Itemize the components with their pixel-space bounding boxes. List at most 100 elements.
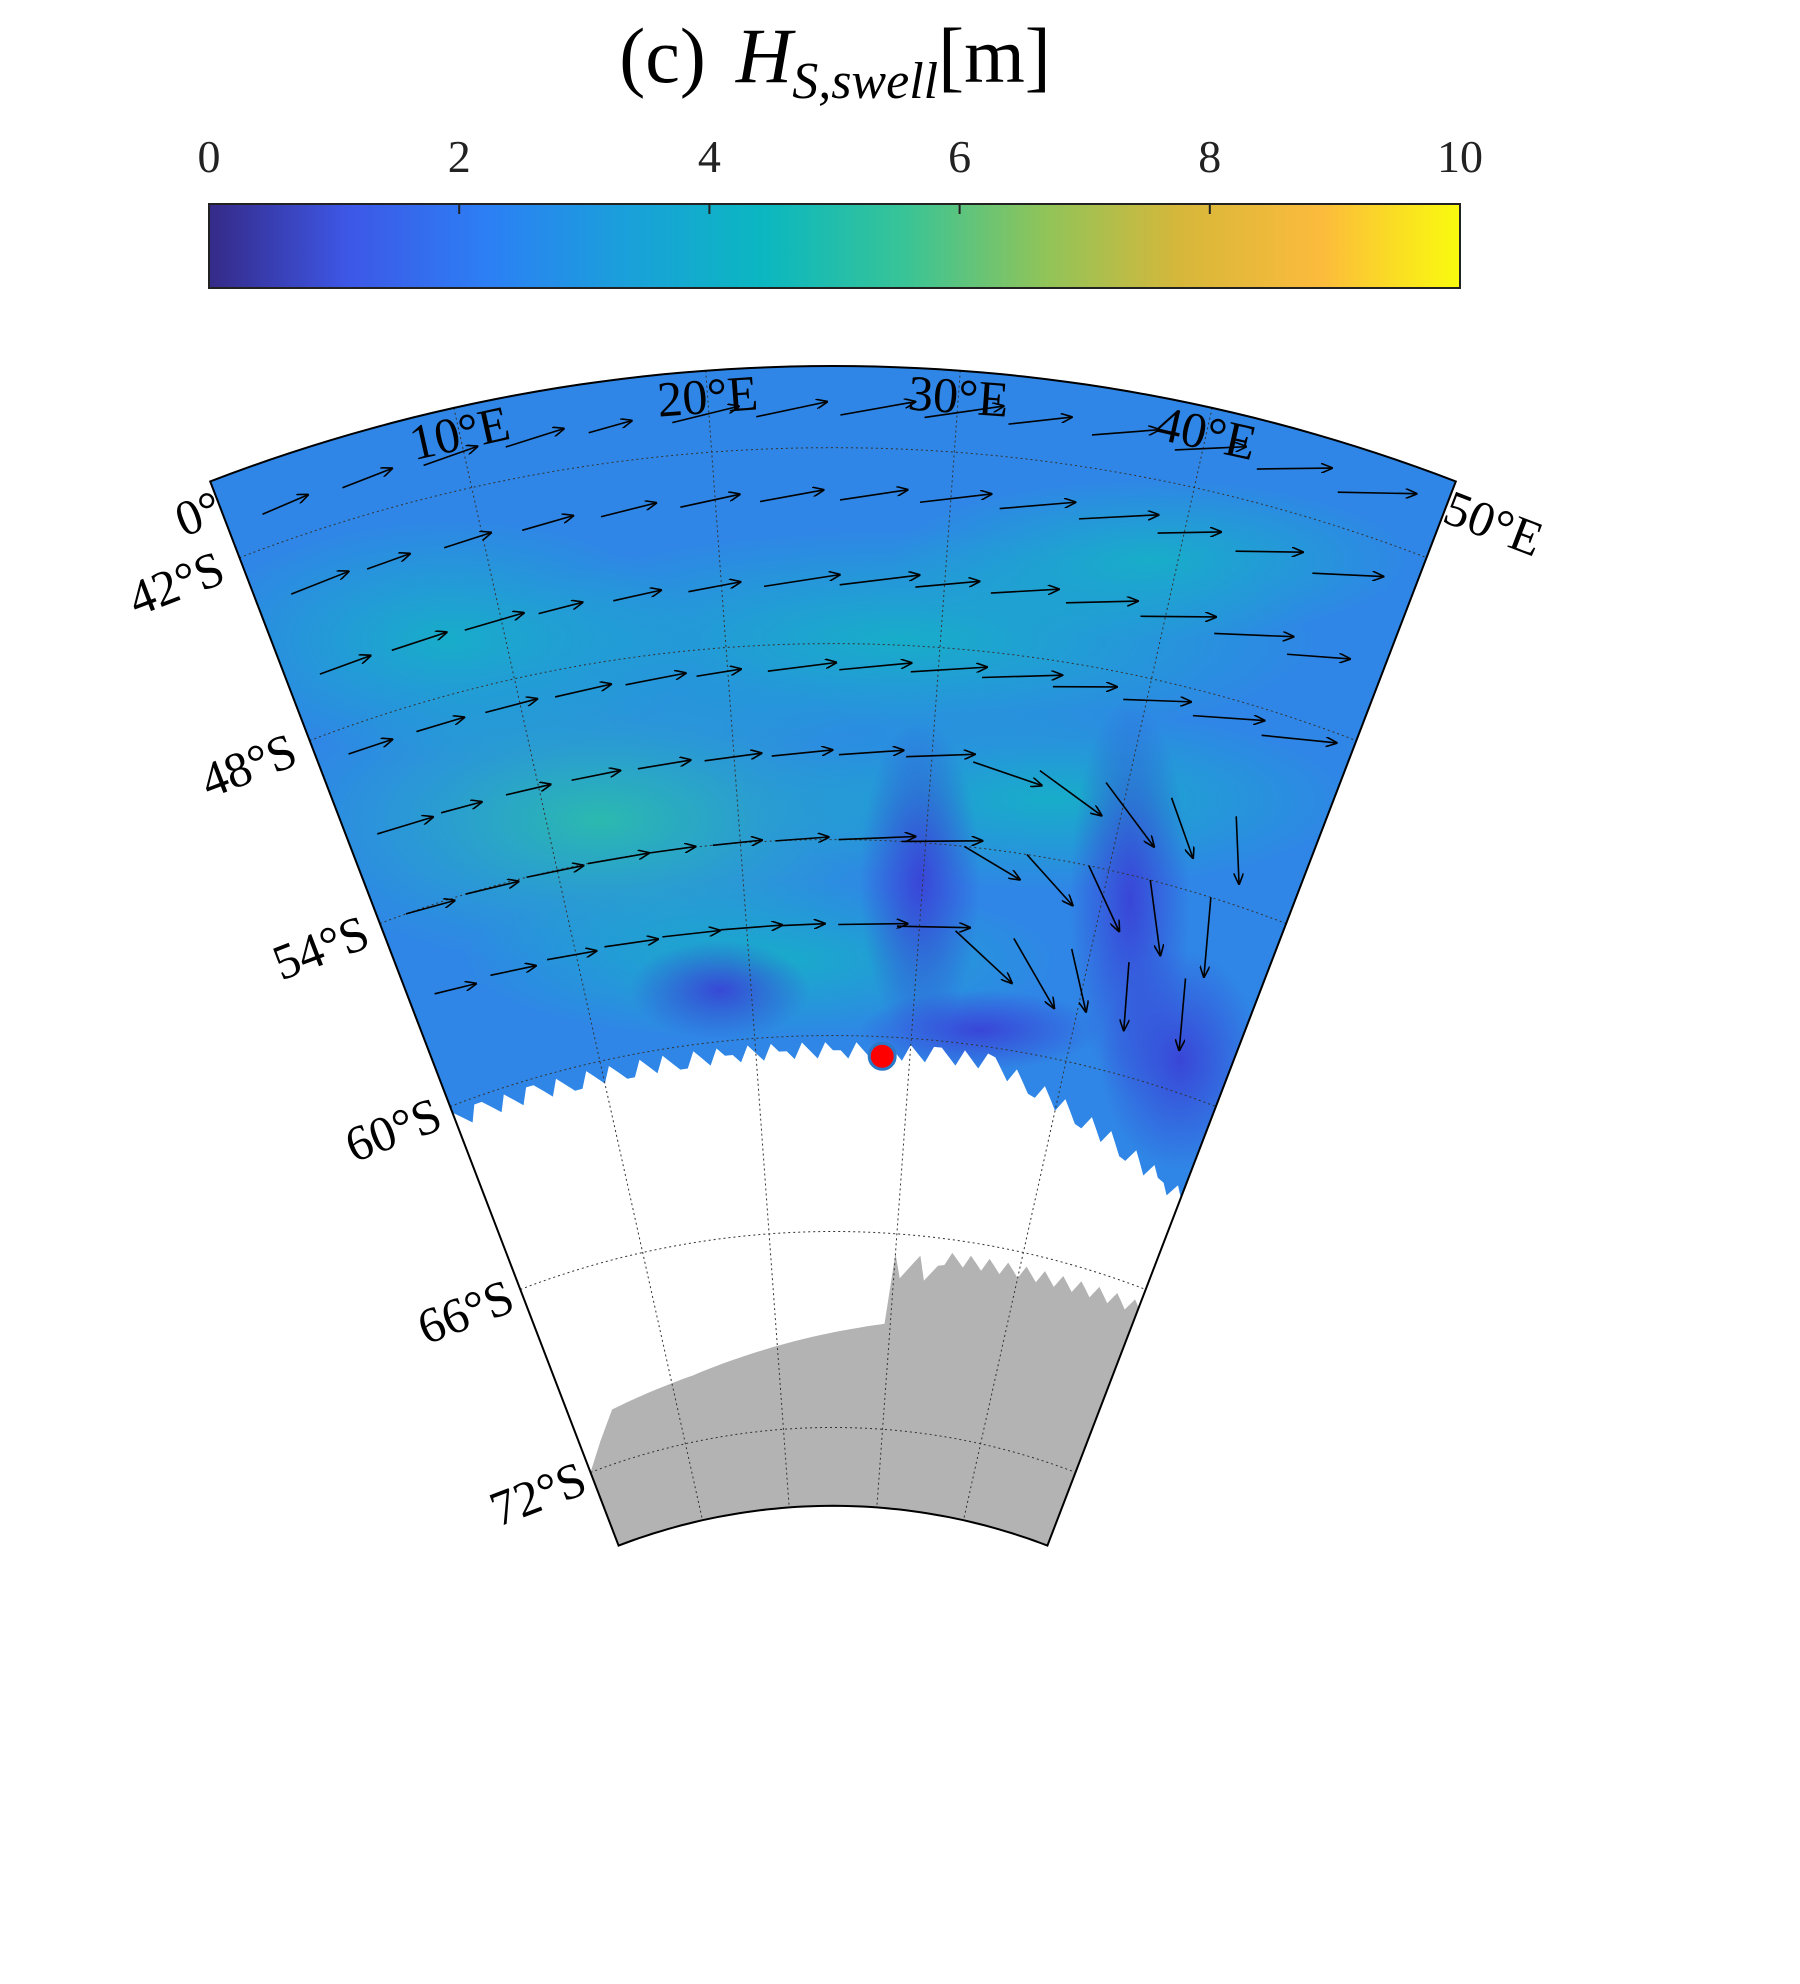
- latitude-label: 66°S: [410, 1268, 521, 1355]
- swell-arrow: [1256, 468, 1332, 469]
- swell-arrow: [1140, 616, 1216, 617]
- swell-arrow: [839, 575, 920, 586]
- latitude-label: 48°S: [193, 722, 304, 809]
- swell-arrow: [348, 739, 393, 755]
- swell-arrow: [613, 590, 661, 602]
- title-prefix: (c): [619, 12, 706, 99]
- parallel: [520, 1230, 1146, 1290]
- field-patch: [750, 710, 1350, 890]
- swell-arrow: [963, 845, 1020, 879]
- swell-arrow: [1039, 769, 1102, 816]
- swell-arrow: [625, 673, 686, 686]
- swell-arrow: [919, 494, 992, 504]
- swell-arrow: [526, 866, 584, 879]
- longitude-label: 50°E: [1437, 479, 1551, 567]
- swell-arrow: [405, 900, 455, 915]
- swell-arrow: [915, 581, 979, 588]
- swell-arrow: [485, 699, 537, 714]
- swell-arrow: [1286, 654, 1350, 659]
- swell-arrow: [505, 784, 551, 796]
- swell-arrow: [1261, 734, 1337, 743]
- swell-arrow: [955, 930, 1012, 983]
- swell-arrow: [600, 503, 656, 518]
- swell-arrow: [688, 582, 740, 593]
- swell-arrow: [588, 421, 632, 434]
- colorbar-tick-label: 8: [1198, 131, 1221, 182]
- swell-arrow: [680, 494, 739, 508]
- swell-arrow: [838, 750, 904, 754]
- swell-arrow: [1065, 601, 1138, 603]
- swell-arrow: [490, 966, 535, 977]
- swell-arrow: [465, 881, 519, 895]
- colorbar: [208, 203, 1461, 289]
- latitude-label: 42°S: [120, 540, 231, 627]
- swell-arrow: [377, 817, 433, 835]
- swell-arrow: [840, 402, 915, 416]
- swell-arrow: [391, 632, 447, 652]
- field-patch: [1100, 950, 1260, 1170]
- swell-arrow: [839, 663, 911, 671]
- swell-arrow: [1179, 978, 1187, 1050]
- swell-arrow: [1149, 879, 1160, 955]
- field-patch: [630, 940, 810, 1040]
- parallel: [449, 1035, 1217, 1107]
- latitude-label: 54°S: [265, 904, 376, 991]
- swell-arrow: [696, 669, 742, 678]
- swell-arrow: [443, 533, 491, 549]
- swell-arrow: [637, 760, 691, 770]
- title-unit: [m]: [938, 12, 1051, 99]
- swell-arrow: [704, 753, 762, 762]
- swell-arrow: [779, 924, 824, 926]
- swell-arrow: [771, 750, 833, 757]
- swell-arrow: [1026, 853, 1073, 906]
- title: (c) HS,swell[m]: [619, 12, 1050, 110]
- swell-arrow: [342, 468, 392, 489]
- parallel: [239, 447, 1427, 559]
- swell-arrow: [1088, 865, 1119, 932]
- swell-field: [210, 480, 1410, 1170]
- swell-arrow: [924, 406, 1004, 419]
- swell-arrow: [604, 939, 658, 948]
- colorbar-tick-label: 6: [948, 131, 971, 182]
- swell-arrow: [982, 675, 1062, 677]
- field-patch: [860, 990, 1100, 1070]
- swell-arrow: [1124, 962, 1130, 1030]
- swell-arrow: [999, 502, 1076, 510]
- swell-arrow: [571, 770, 621, 782]
- colorbar-tick-label: 4: [698, 131, 721, 182]
- latitude-label: 72°S: [482, 1450, 593, 1537]
- swell-arrow: [1105, 782, 1154, 847]
- latitude-label: 60°S: [337, 1086, 448, 1173]
- swell-arrow: [538, 602, 583, 615]
- map-frame: [208, 364, 1458, 1547]
- swell-arrow: [423, 446, 478, 467]
- swell-arrow: [1070, 948, 1086, 1012]
- swell-arrow: [1170, 797, 1193, 858]
- swell-arrow: [759, 490, 823, 503]
- swell-arrow: [546, 951, 597, 961]
- swell-arrow: [1204, 897, 1212, 977]
- swell-arrow: [838, 837, 916, 840]
- swell-arrow: [901, 841, 983, 842]
- field-patch: [860, 720, 980, 1040]
- swell-arrow: [910, 667, 987, 672]
- swell-arrow: [1008, 417, 1071, 425]
- swell-arrow: [1078, 515, 1159, 519]
- parallel: [309, 643, 1357, 742]
- swell-arrow: [990, 589, 1059, 593]
- field-patch: [210, 520, 700, 760]
- title-subscript: S,swell: [792, 53, 938, 110]
- map-layers: 0°10°E 20°E 30°E 40°E50°E42°S48°S54°S60°S66…: [120, 364, 1551, 1547]
- colorbar-tick-label: 0: [198, 131, 221, 182]
- colorbar-tick-label: 10: [1437, 131, 1483, 182]
- swell-arrow: [434, 984, 476, 995]
- swell-arrow: [896, 926, 970, 927]
- swell-arrow: [972, 761, 1042, 786]
- station-marker: [867, 1041, 897, 1071]
- swell-arrow: [1091, 430, 1159, 436]
- longitude-label: 30°E: [906, 364, 1010, 427]
- swell-arrow: [366, 554, 410, 570]
- swell-arrow: [505, 429, 564, 448]
- swell-arrow: [712, 840, 762, 845]
